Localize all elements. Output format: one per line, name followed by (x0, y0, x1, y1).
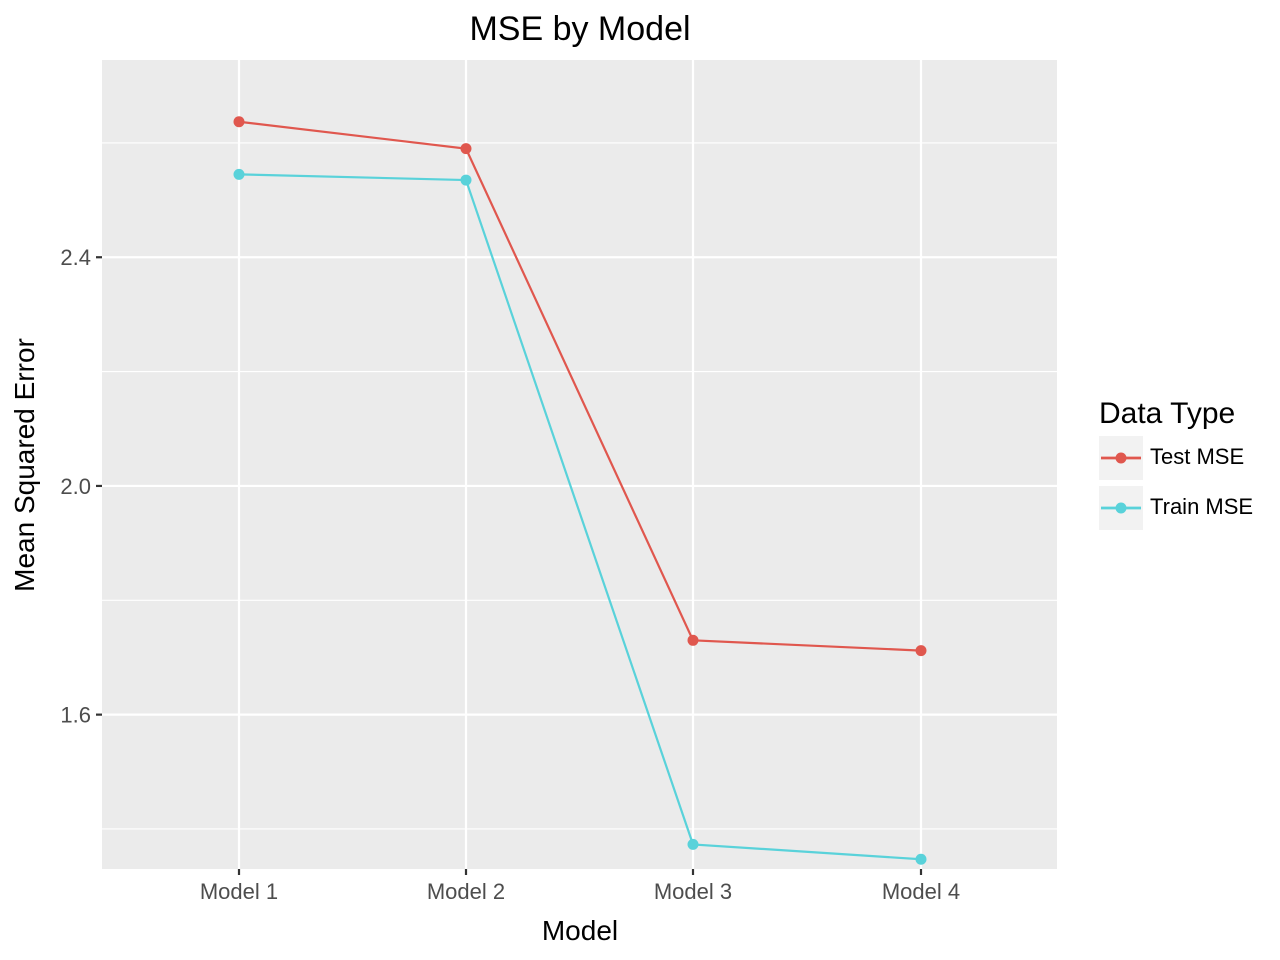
data-point (915, 645, 927, 657)
series-layer (233, 116, 927, 865)
x-tick-label: Model 1 (200, 879, 278, 904)
chart-title: MSE by Model (469, 10, 690, 48)
legend: Data Type Test MSE Train MSE (1099, 397, 1253, 530)
x-tick-label: Model 2 (427, 879, 505, 904)
y-tick-label: 1.6 (60, 703, 91, 728)
data-point (233, 168, 245, 180)
legend-key-point (1115, 502, 1127, 514)
legend-key-point (1115, 452, 1127, 464)
x-axis-title: Model (542, 915, 618, 946)
plot-panel-background (102, 60, 1057, 869)
series-line (238, 173, 922, 861)
y-axis-title: Mean Squared Error (9, 338, 40, 592)
data-point (687, 838, 699, 850)
x-tick-label: Model 4 (882, 879, 960, 904)
x-tick-label: Model 3 (654, 879, 732, 904)
data-point (687, 634, 699, 646)
legend-label: Train MSE (1150, 494, 1253, 519)
grid-lines (102, 60, 1057, 869)
data-point (460, 174, 472, 186)
legend-label: Test MSE (1150, 444, 1244, 469)
axes: 1.6 2.0 2.4 Model 1 Model 2 Model 3 Model 4 (60, 245, 960, 904)
y-tick-label: 2.4 (60, 245, 91, 270)
y-tick-label: 2.0 (60, 474, 91, 499)
data-point (915, 853, 927, 865)
data-point (233, 116, 245, 128)
legend-title: Data Type (1099, 397, 1235, 430)
plot-panel (102, 60, 1057, 869)
series-line (238, 120, 922, 652)
data-point (460, 143, 472, 155)
